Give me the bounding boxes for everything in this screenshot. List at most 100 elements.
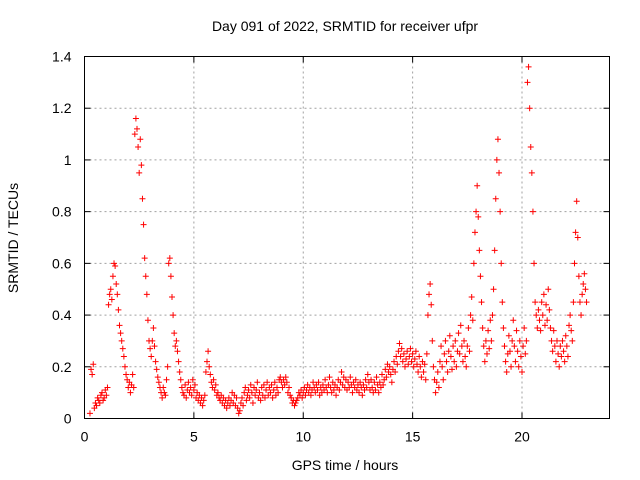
y-tick-label: 0.2 — [52, 359, 72, 375]
data-point — [481, 358, 488, 365]
data-point — [398, 345, 405, 352]
data-point — [562, 332, 569, 339]
data-point — [442, 337, 449, 344]
data-point — [555, 350, 562, 357]
data-point — [159, 394, 166, 401]
data-point — [242, 384, 249, 391]
data-point — [112, 262, 119, 269]
data-point — [494, 136, 501, 143]
data-point — [302, 392, 309, 399]
data-point — [287, 392, 294, 399]
data-point — [204, 358, 210, 365]
x-tick-label: 15 — [405, 429, 421, 445]
data-point — [474, 182, 481, 189]
data-point — [566, 322, 573, 329]
data-point — [233, 394, 240, 401]
data-point — [524, 79, 531, 86]
data-point — [476, 247, 483, 254]
data-point — [160, 384, 167, 391]
data-point — [148, 353, 155, 360]
data-point — [401, 363, 408, 370]
data-point — [127, 389, 134, 396]
data-point — [441, 350, 448, 357]
x-tick-label: 5 — [190, 429, 198, 445]
data-point — [458, 343, 465, 350]
y-tick-label: 0 — [64, 411, 72, 427]
data-point — [438, 343, 445, 350]
data-point — [108, 296, 115, 303]
data-point — [199, 402, 206, 409]
data-point — [379, 371, 385, 378]
data-point — [86, 410, 93, 417]
data-point — [538, 299, 545, 306]
data-point — [499, 299, 506, 306]
data-point — [161, 389, 168, 396]
data-point — [505, 332, 512, 339]
data-point — [531, 260, 538, 267]
data-point — [556, 363, 563, 370]
data-point — [523, 337, 530, 344]
data-point — [515, 363, 522, 370]
data-point — [477, 273, 484, 280]
data-point — [446, 332, 453, 339]
grid-lines — [84, 56, 610, 419]
data-point — [113, 281, 120, 288]
data-point — [578, 312, 585, 319]
data-point — [103, 392, 110, 399]
data-point — [391, 358, 398, 365]
data-point — [176, 368, 183, 375]
data-point — [511, 343, 518, 350]
data-point — [141, 255, 148, 262]
data-point — [581, 270, 588, 277]
data-point — [106, 291, 113, 298]
data-point — [371, 379, 378, 386]
data-point — [96, 399, 103, 406]
data-point — [152, 358, 159, 365]
data-point — [150, 325, 157, 331]
data-point — [275, 389, 282, 396]
data-point — [409, 350, 416, 357]
data-point — [568, 327, 575, 334]
data-point — [252, 392, 259, 399]
data-point — [362, 376, 369, 383]
data-point — [201, 392, 208, 399]
data-point — [125, 384, 132, 391]
data-point — [576, 299, 583, 306]
data-point — [410, 363, 417, 370]
data-point — [247, 381, 254, 388]
data-point — [464, 343, 471, 350]
data-point — [544, 317, 551, 324]
data-point — [256, 389, 263, 396]
data-point — [537, 327, 544, 334]
data-point — [205, 348, 212, 355]
data-point — [347, 374, 354, 381]
data-point — [386, 363, 393, 370]
data-point — [172, 343, 179, 350]
data-point — [570, 299, 577, 306]
data-point — [380, 381, 387, 388]
data-point — [206, 363, 213, 370]
data-point — [310, 379, 317, 386]
data-point — [261, 394, 268, 401]
data-point — [135, 144, 142, 150]
data-point — [417, 363, 424, 370]
data-point — [455, 330, 462, 337]
data-point — [171, 330, 178, 337]
data-point — [395, 348, 402, 355]
data-point — [510, 317, 517, 324]
data-point — [447, 353, 454, 360]
data-point — [143, 291, 150, 298]
data-point — [137, 136, 144, 143]
data-point — [153, 366, 160, 373]
data-point — [583, 299, 590, 306]
data-point — [491, 247, 498, 254]
data-point — [552, 358, 559, 365]
data-point — [107, 286, 114, 293]
data-point — [478, 299, 485, 306]
data-point — [245, 387, 252, 394]
data-point — [200, 397, 207, 404]
data-point — [468, 293, 475, 300]
data-point — [415, 368, 422, 375]
data-point — [512, 358, 519, 365]
